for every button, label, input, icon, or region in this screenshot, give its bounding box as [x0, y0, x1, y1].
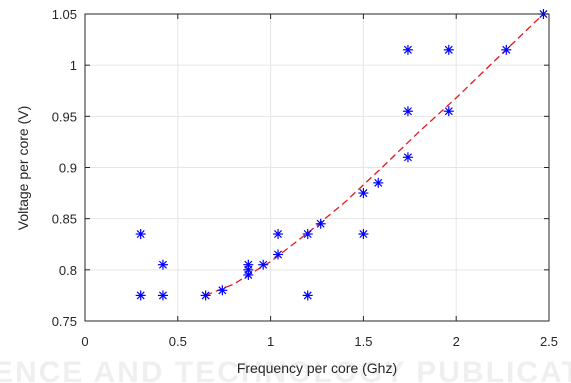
- data-point: [273, 249, 284, 260]
- data-point: [302, 229, 313, 240]
- data-point: [217, 285, 228, 296]
- y-tick-label: 0.75: [52, 314, 77, 329]
- data-point: [258, 259, 269, 270]
- y-axis-label: Voltage per core (V): [15, 106, 31, 231]
- data-point: [157, 290, 168, 301]
- data-point: [402, 106, 413, 117]
- x-tick-label: 1: [267, 334, 274, 349]
- data-point: [443, 44, 454, 55]
- x-tick-label: 2.5: [540, 334, 558, 349]
- data-point: [402, 44, 413, 55]
- x-axis-ticks: 0 0.5 1 1.5 2 2.5: [81, 14, 558, 349]
- data-point: [157, 259, 168, 270]
- data-point: [315, 218, 326, 229]
- data-point: [443, 106, 454, 117]
- data-point: [243, 269, 254, 280]
- data-point: [358, 229, 369, 240]
- fit-line-layer: [205, 13, 544, 297]
- y-tick-label: 0.95: [52, 109, 77, 124]
- y-tick-label: 0.8: [59, 263, 77, 278]
- y-tick-label: 0.9: [59, 161, 77, 176]
- data-point: [302, 290, 313, 301]
- data-point: [358, 188, 369, 199]
- data-point: [402, 152, 413, 163]
- y-tick-label: 0.85: [52, 212, 77, 227]
- x-tick-label: 1.5: [354, 334, 372, 349]
- y-tick-label: 1.05: [52, 7, 77, 22]
- grid: [85, 14, 549, 321]
- x-tick-label: 2: [453, 334, 460, 349]
- data-point: [200, 290, 211, 301]
- x-axis-label: Frequency per core (Ghz): [237, 360, 397, 376]
- points-layer: [135, 9, 549, 301]
- data-point: [373, 177, 384, 188]
- x-tick-label: 0: [81, 334, 88, 349]
- data-point: [135, 229, 146, 240]
- data-point: [273, 229, 284, 240]
- data-point: [135, 290, 146, 301]
- watermark: SCIENCE AND TECHNOLOGY PUBLICATIONS: [0, 356, 571, 383]
- watermark-text: SCIENCE AND TECHNOLOGY PUBLICATIONS: [0, 356, 571, 383]
- y-tick-label: 1: [70, 58, 77, 73]
- fit-line: [205, 13, 544, 297]
- x-tick-label: 0.5: [169, 334, 187, 349]
- data-point: [501, 44, 512, 55]
- y-axis-ticks: 0.75 0.8 0.85 0.9 0.95 1 1.05: [52, 7, 549, 329]
